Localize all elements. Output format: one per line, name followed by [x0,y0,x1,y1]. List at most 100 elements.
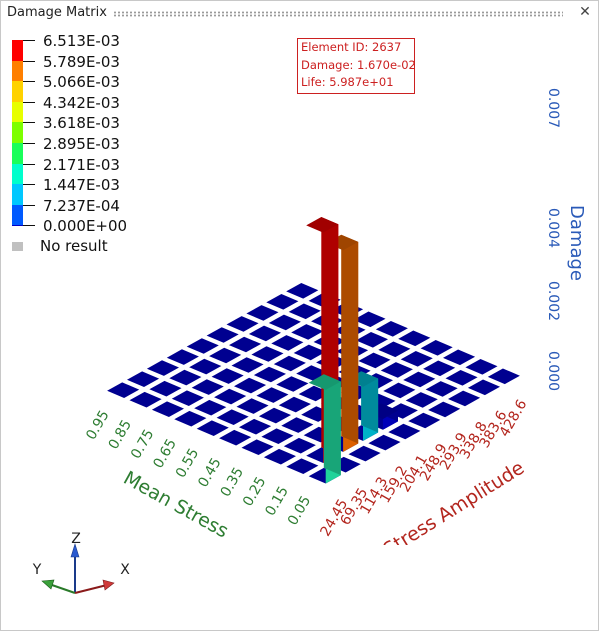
grid-cell [219,429,252,446]
axis-triad: Z Y X [32,531,130,594]
triad-x-label: X [120,562,130,578]
grid-cell [127,371,160,387]
grid-cell [174,410,207,427]
grid-cell [388,423,421,440]
legend-tick [23,60,35,62]
grid-cell [405,392,438,408]
y-tick-label: 0.95 [83,408,112,443]
y-tick-label: 0.45 [195,455,224,490]
legend-label: 3.618E-03 [43,114,120,133]
grid-cell [276,376,309,392]
grid-cell [129,391,162,408]
bar-side-face [323,374,341,476]
legend-swatch [12,163,23,185]
grid-cell [465,359,498,375]
legend-swatch [12,142,23,164]
grid-cell [273,355,306,372]
y-tick-label: 0.35 [218,465,247,500]
grid-cell [151,401,184,417]
grid-cell [256,387,289,403]
grid-cell [239,418,272,435]
grid-cell [171,390,204,406]
grid-cell [380,362,413,378]
grid-cell [353,311,386,328]
legend-tick [23,81,35,83]
z-axis-title: Damage [566,205,587,281]
legend-tick [23,163,35,165]
legend-swatch [12,81,23,103]
grid-cell [107,382,140,398]
grid-cell [358,352,391,369]
legend-tick [23,122,35,124]
grid-cell [206,327,239,343]
grid-cell [420,340,453,356]
grid-cell [288,303,321,320]
grid-cell [268,314,301,331]
damage-matrix-chart[interactable]: 24.4569.35114.3159.2204.1248.9293.9338.8… [1,25,598,545]
legend-label: 6.513E-03 [43,32,120,50]
legend-swatch [12,122,23,144]
close-icon[interactable]: ✕ [579,4,591,20]
z-tick-label: 0.002 [545,281,561,321]
legend-label: 2.895E-03 [43,134,120,153]
grid-cell [445,370,478,386]
grid-cell [194,399,227,416]
grid-cell [286,458,319,474]
grid-cell [146,360,179,376]
grid-cell [258,407,291,424]
grid-cell [448,390,481,407]
grid-cell [214,388,247,405]
grid-cell [467,379,500,396]
y-tick-label: 0.15 [262,484,291,519]
grid-cell [191,379,224,395]
legend-label: 5.066E-03 [43,73,120,92]
legend-swatch [12,40,23,61]
grid-cell [266,294,299,310]
grid-cell [296,365,329,381]
grid-cell [211,368,244,384]
grid-cell [253,366,286,383]
grid-cell [400,351,433,367]
grid-cell [487,368,520,385]
grid-cell [281,417,314,433]
grid-cell [423,360,456,377]
grid-cell [378,341,411,358]
y-tick-label: 0.75 [128,427,157,462]
grid-cell [241,439,274,455]
grid-cell [348,445,381,462]
no-result-label: No result [40,237,108,255]
legend-swatch [12,184,23,206]
grid-cell [248,325,281,342]
legend-label: 0.000E+00 [43,217,128,236]
probe-damage: Damage: 1.670e-02 [301,57,416,72]
legend-swatch [12,225,23,227]
grid-cell [231,357,264,373]
z-tick-label: 0.000 [545,351,561,391]
grid-cell [216,409,249,425]
legend-swatch [12,60,23,82]
legend-tick [23,204,35,206]
drag-grip[interactable] [113,11,563,17]
y-tick-label: 0.85 [106,417,135,452]
bar-top-face [308,374,341,390]
probe-tooltip: Element ID: 2637 Damage: 1.670e-02 Life:… [297,38,416,94]
grid-cell [169,369,202,386]
grid-cell [246,305,279,321]
grid-cell [251,346,284,362]
grid-cell [403,371,436,388]
triad-y-label: Y [32,562,42,578]
legend-label: 7.237E-04 [43,196,120,215]
grid-cell [236,398,269,414]
grid-cell [263,448,296,465]
legend-tick [23,40,35,41]
probe-life: Life: 5.987e+01 [301,75,394,89]
title-bar[interactable]: Damage Matrix ✕ [1,1,598,25]
bar-top-face [306,217,339,233]
y-tick-label: 0.25 [240,474,269,509]
legend-tick [23,142,35,144]
grid-cell [209,347,242,364]
legend-tick [23,225,35,227]
bar-side-face [361,371,379,433]
legend-label: 5.789E-03 [43,52,120,71]
